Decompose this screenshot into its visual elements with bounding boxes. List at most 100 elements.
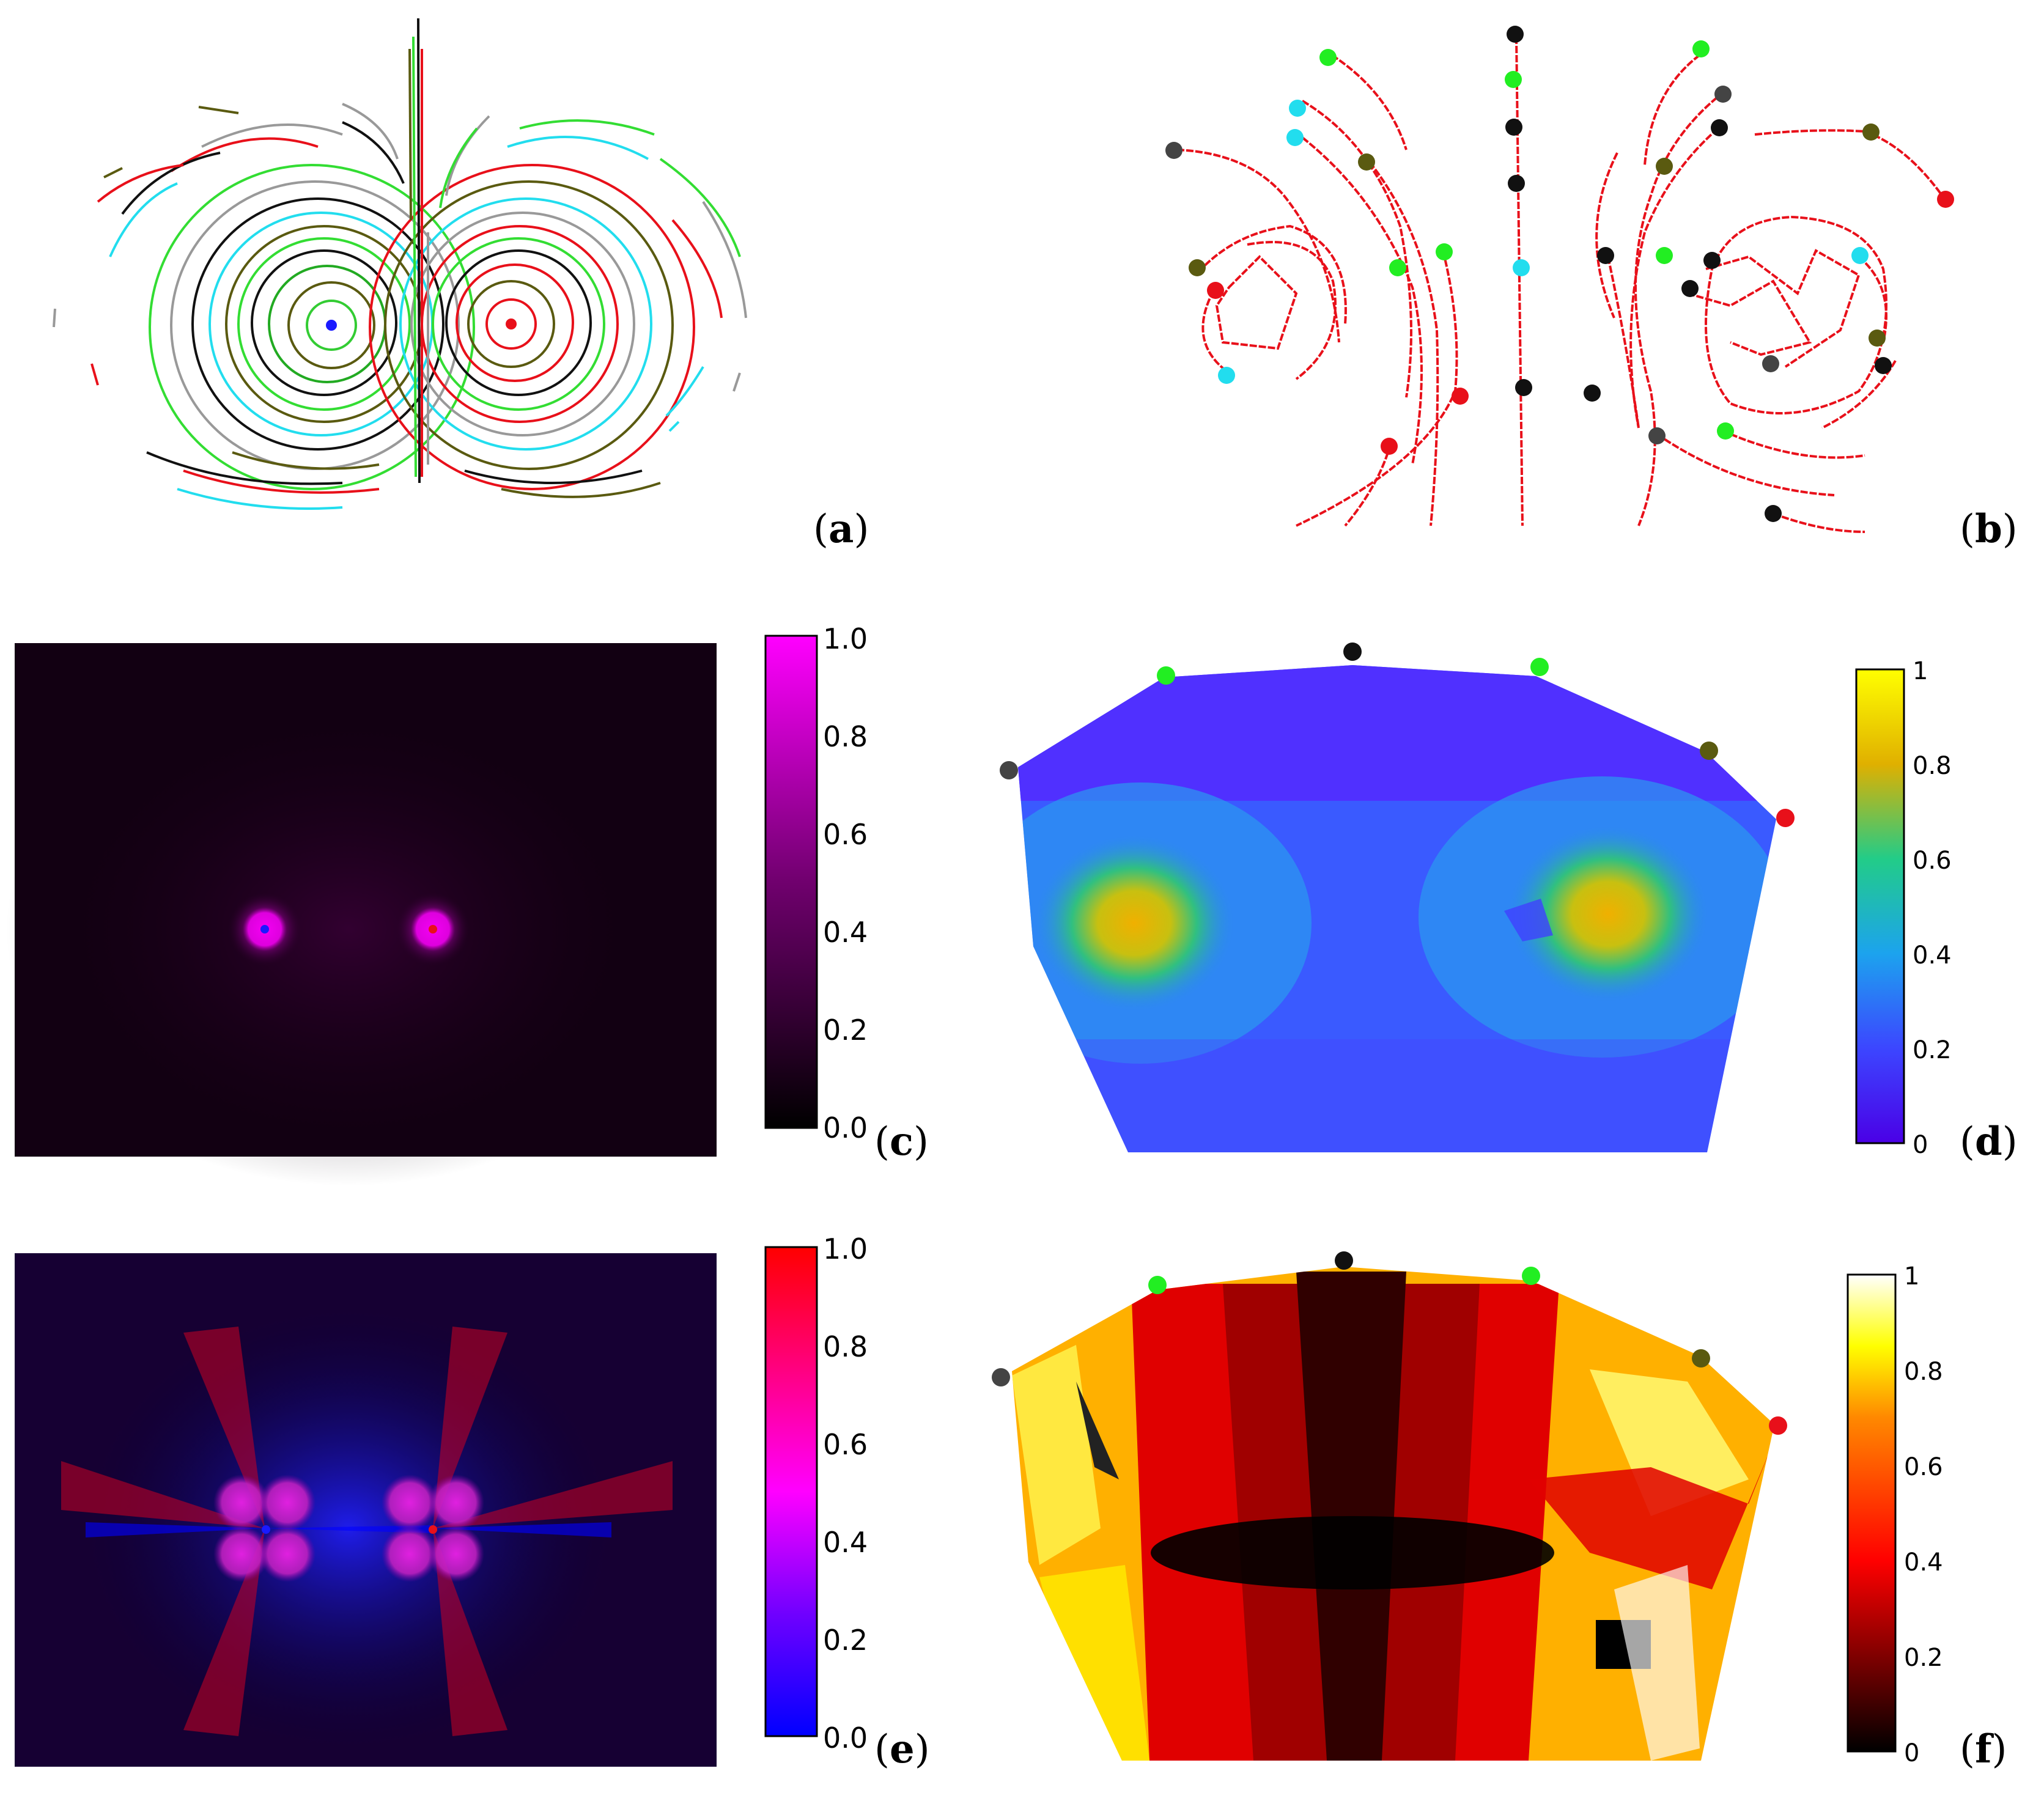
marker-gray [1762,355,1779,372]
colorbar-tick: 0.8 [823,720,868,753]
marker-black [1505,119,1522,136]
marker-black [1335,1251,1353,1270]
panel-f-markers [992,1251,1787,1435]
panel-a-sources [325,317,518,332]
marker-black [1507,26,1524,43]
marker-olive [1656,158,1673,175]
marker-red [1776,809,1795,827]
marker-red [1769,1416,1787,1435]
colorbar-tick: 1.0 [823,622,868,655]
colorbar-tick: 0.2 [1904,1644,1943,1672]
marker-red [1381,438,1398,455]
right-vortex-rings [369,164,695,490]
panel-a-streamlines [53,18,747,510]
marker-gray [1648,427,1666,444]
marker-green [1148,1276,1167,1294]
colorbar-e [764,1246,818,1737]
marker-black [1343,642,1362,661]
marker-black [1508,175,1525,192]
marker-green [1389,259,1406,276]
panel-d-markers [1000,642,1795,827]
marker-olive [1862,123,1880,141]
left-vortex-rings [149,164,475,490]
marker-cyan [1218,367,1235,384]
panel-label-a: (a) [813,506,869,552]
marker-cyan [1513,259,1530,276]
colorbar-tick: 0.8 [1913,752,1952,780]
sink-red-marker [429,925,437,933]
colorbar-tick: 0.8 [823,1330,868,1363]
colorbar-tick: 1 [1913,657,1928,685]
panel-label-d: (d) [1960,1119,2018,1165]
colorbar-tick: 0.6 [1904,1453,1943,1481]
colorbar-tick: 1 [1904,1262,1920,1290]
panel-e-field [15,1253,717,1767]
panel-label-e: (e) [874,1726,930,1772]
colorbar-d [1855,668,1905,1144]
colorbar-tick: 0.2 [823,1014,868,1047]
marker-gray [992,1368,1010,1386]
marker-green [1436,243,1453,260]
colorbar-tick: 0.4 [823,916,868,949]
marker-cyan [1289,100,1306,117]
marker-black [1597,247,1614,264]
marker-black [1875,357,1892,374]
marker-olive [1869,330,1886,347]
colorbar-tick: 0.8 [1904,1358,1943,1386]
colorbar-tick: 0.6 [823,818,868,851]
colorbar-tick: 0.6 [823,1428,868,1461]
source-blue-marker [262,1525,270,1534]
sink-red-marker [504,317,518,331]
colorbar-tick: 0.4 [1913,941,1952,970]
colorbar-c [764,635,818,1129]
marker-black [1515,379,1532,396]
marker-green [1319,49,1337,66]
colorbar-tick: 1.0 [823,1232,868,1265]
colorbar-tick: 0.0 [823,1721,868,1754]
marker-cyan [1286,129,1304,146]
marker-green [1717,422,1734,440]
marker-red [1937,191,1954,208]
panel-label-c: (c) [874,1119,929,1165]
marker-olive [1692,1349,1710,1368]
panel-b-markers [1165,26,1954,522]
panel-label-f: (f) [1960,1726,2007,1772]
marker-olive [1358,153,1375,171]
colorbar-tick: 0 [1904,1739,1920,1767]
marker-green [1656,247,1673,264]
marker-gray [1000,761,1018,779]
marker-green [1157,666,1175,685]
sink-red-marker [429,1525,437,1534]
marker-olive [1189,259,1206,276]
panel-f-field [1012,1267,1774,1761]
marker-red [1207,282,1224,299]
colorbar-f [1847,1273,1897,1753]
source-blue-marker [260,925,269,933]
panel-c-field [6,643,717,1186]
marker-black [1584,385,1601,402]
colorbar-tick: 0.2 [823,1624,868,1657]
source-blue-marker [325,318,338,332]
panel-d-field [1018,665,1776,1152]
marker-cyan [1851,247,1869,264]
marker-red [1452,388,1469,405]
marker-green [1530,658,1549,676]
panel-label-b: (b) [1960,506,2018,552]
panel-b-trajectories [1176,36,1946,533]
colorbar-tick: 0 [1913,1131,1928,1159]
marker-green [1692,40,1710,57]
marker-black [1711,119,1728,136]
marker-green [1522,1267,1540,1285]
marker-black [1703,252,1721,269]
marker-green [1505,71,1522,88]
marker-gray [1165,142,1182,159]
marker-olive [1700,742,1718,760]
colorbar-tick: 0.4 [823,1526,868,1559]
marker-black [1681,280,1699,297]
colorbar-tick: 0.4 [1904,1548,1943,1577]
colorbar-tick: 0.2 [1913,1036,1952,1064]
colorbar-tick: 0.6 [1913,847,1952,875]
colorbar-tick: 0.0 [823,1111,868,1144]
marker-black [1765,505,1782,522]
